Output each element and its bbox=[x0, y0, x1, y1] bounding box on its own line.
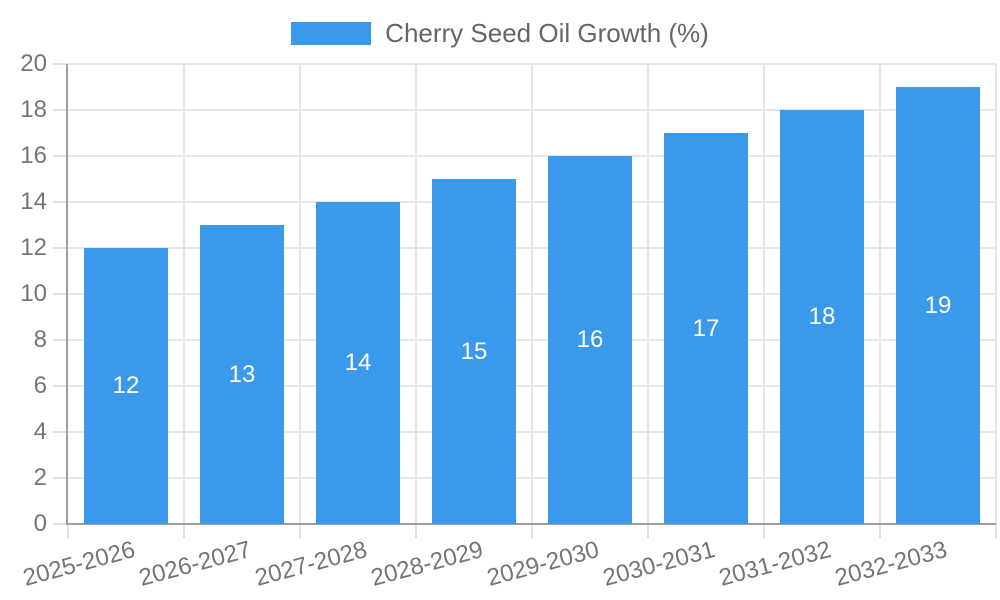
y-tick-mark bbox=[53, 63, 68, 65]
legend-label: Cherry Seed Oil Growth (%) bbox=[385, 18, 709, 48]
y-tick-label: 10 bbox=[20, 280, 47, 307]
y-tick-label: 12 bbox=[20, 234, 47, 261]
y-tick-label: 16 bbox=[20, 142, 47, 169]
v-gridline bbox=[183, 64, 185, 524]
x-tick-mark bbox=[763, 524, 765, 538]
legend[interactable]: Cherry Seed Oil Growth (%) bbox=[0, 18, 1000, 49]
y-tick-label: 8 bbox=[33, 326, 47, 353]
y-tick-mark bbox=[53, 109, 68, 111]
bar[interactable] bbox=[664, 133, 748, 524]
x-tick-label-anchor: 2032-2033 bbox=[832, 536, 1000, 592]
x-tick-mark bbox=[299, 524, 301, 538]
y-tick-label: 0 bbox=[33, 510, 47, 537]
y-tick-label: 18 bbox=[20, 96, 47, 123]
y-tick-mark bbox=[53, 477, 68, 479]
y-tick-label: 14 bbox=[20, 188, 47, 215]
bar[interactable] bbox=[84, 248, 168, 524]
y-tick-mark bbox=[53, 523, 68, 525]
bar[interactable] bbox=[896, 87, 980, 524]
bar[interactable] bbox=[548, 156, 632, 524]
v-gridline bbox=[879, 64, 881, 524]
x-tick-mark bbox=[531, 524, 533, 538]
v-gridline bbox=[995, 64, 997, 524]
bar[interactable] bbox=[200, 225, 284, 524]
x-tick-mark bbox=[67, 524, 69, 538]
x-tick-mark bbox=[415, 524, 417, 538]
x-tick-mark bbox=[647, 524, 649, 538]
legend-swatch bbox=[291, 22, 372, 45]
y-tick-mark bbox=[53, 339, 68, 341]
v-gridline bbox=[763, 64, 765, 524]
y-tick-label: 4 bbox=[33, 418, 47, 445]
y-tick-mark bbox=[53, 247, 68, 249]
y-tick-label: 20 bbox=[20, 50, 47, 77]
x-tick-mark bbox=[183, 524, 185, 538]
y-tick-label: 2 bbox=[33, 464, 47, 491]
v-gridline bbox=[531, 64, 533, 524]
y-axis-line bbox=[66, 64, 68, 524]
x-tick-mark bbox=[879, 524, 881, 538]
y-tick-mark bbox=[53, 293, 68, 295]
y-tick-mark bbox=[53, 201, 68, 203]
y-tick-mark bbox=[53, 431, 68, 433]
v-gridline bbox=[415, 64, 417, 524]
bar[interactable] bbox=[432, 179, 516, 524]
bar[interactable] bbox=[780, 110, 864, 524]
y-tick-mark bbox=[53, 155, 68, 157]
bar[interactable] bbox=[316, 202, 400, 524]
y-tick-mark bbox=[53, 385, 68, 387]
y-tick-label: 6 bbox=[33, 372, 47, 399]
v-gridline bbox=[647, 64, 649, 524]
v-gridline bbox=[299, 64, 301, 524]
x-axis-line bbox=[66, 523, 996, 525]
x-tick-mark bbox=[995, 524, 997, 538]
x-tick-label: 2025-2026 bbox=[20, 536, 138, 592]
